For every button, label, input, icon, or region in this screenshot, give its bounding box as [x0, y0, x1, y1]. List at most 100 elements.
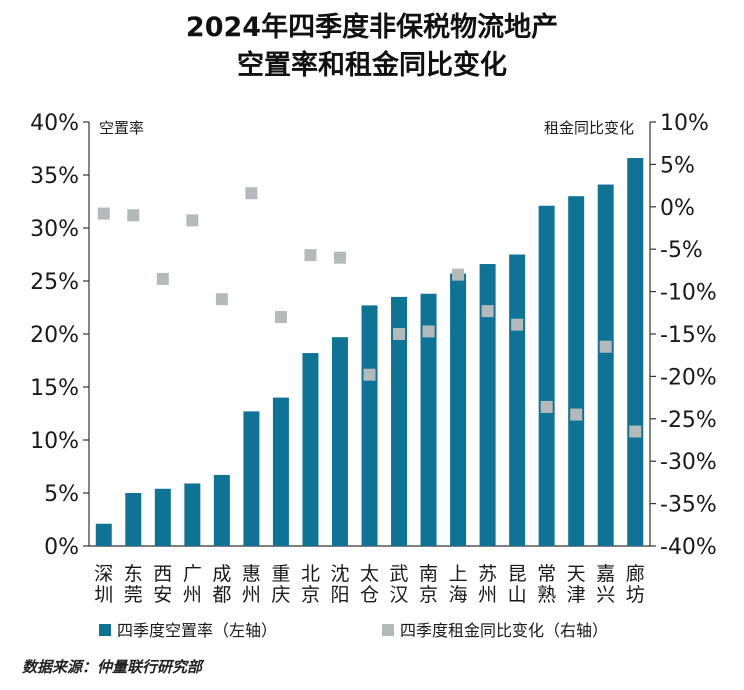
- category-label: 都: [212, 584, 231, 606]
- legend-marker-swatch: [382, 624, 394, 636]
- right-axis-label: 租金同比变化: [544, 119, 634, 137]
- rent-change-marker: [127, 209, 140, 222]
- vacancy-bar: [538, 205, 555, 547]
- rent-change-marker: [481, 305, 494, 318]
- vacancy-bar: [213, 474, 230, 546]
- vacancy-bar: [243, 411, 260, 546]
- category-label: 沈: [330, 563, 349, 585]
- right-tick-label: 0%: [660, 196, 695, 221]
- category-label: 重: [271, 563, 290, 585]
- rent-change-marker: [304, 249, 317, 262]
- right-tick-label: -15%: [660, 323, 717, 348]
- vacancy-bar: [331, 337, 348, 546]
- vacancy-bar: [95, 523, 112, 546]
- rent-change-marker: [511, 318, 524, 331]
- right-tick-label: 5%: [660, 153, 695, 178]
- right-tick-label: -30%: [660, 450, 717, 475]
- left-tick-label: 20%: [30, 323, 79, 348]
- right-tick-label: -5%: [660, 238, 703, 263]
- vacancy-bar: [302, 353, 319, 546]
- category-label: 海: [449, 584, 468, 606]
- category-label: 汉: [390, 584, 409, 606]
- rent-change-marker: [97, 207, 110, 220]
- left-axis-label: 空置率: [99, 119, 144, 137]
- category-label: 京: [419, 584, 438, 606]
- chart-title-line2: 空置率和租金同比变化: [237, 50, 507, 81]
- vacancy-bar: [361, 305, 378, 546]
- category-label: 安: [153, 584, 172, 606]
- vacancy-bar: [450, 273, 467, 546]
- rent-change-marker: [599, 340, 612, 353]
- rent-change-marker: [540, 400, 553, 413]
- vacancy-bar: [420, 293, 437, 546]
- left-tick-label: 10%: [30, 429, 79, 454]
- rent-change-marker: [629, 425, 642, 438]
- legend-bar-label: 四季度空置率（左轴）: [117, 621, 277, 640]
- category-label: 南: [419, 563, 438, 585]
- rent-change-marker: [274, 311, 287, 324]
- rent-change-marker: [452, 268, 465, 281]
- category-label: 廊: [626, 563, 645, 585]
- category-label: 兴: [596, 584, 615, 606]
- vacancy-bar: [184, 483, 201, 546]
- rent-change-marker: [393, 328, 406, 340]
- category-label: 州: [183, 584, 202, 606]
- category-label: 西: [153, 563, 172, 585]
- category-label: 阳: [330, 584, 349, 606]
- category-label: 庆: [271, 584, 290, 606]
- data-source-note: 数据来源：仲量联行研究部: [22, 658, 203, 676]
- category-label: 武: [390, 563, 409, 585]
- right-tick-label: -20%: [660, 365, 717, 390]
- vacancy-bar: [627, 158, 644, 547]
- vacancy-bar: [272, 397, 289, 546]
- category-label: 上: [449, 563, 468, 585]
- category-label: 圳: [94, 584, 113, 606]
- left-tick-label: 25%: [30, 270, 79, 295]
- rent-change-marker: [245, 187, 258, 200]
- legend-bar-swatch: [99, 624, 111, 636]
- right-tick-label: -40%: [660, 535, 717, 560]
- rent-change-marker: [570, 408, 583, 421]
- right-tick-label: 10%: [660, 111, 709, 136]
- category-label: 坊: [626, 584, 645, 606]
- left-tick-label: 5%: [44, 482, 79, 507]
- rent-change-marker: [422, 325, 435, 338]
- vacancy-bar: [568, 196, 585, 546]
- category-label: 东: [124, 563, 143, 585]
- rent-change-marker: [156, 272, 169, 285]
- right-tick-label: -35%: [660, 493, 717, 518]
- category-label: 津: [567, 584, 586, 606]
- category-label: 惠: [242, 563, 261, 585]
- category-label: 常: [537, 563, 556, 585]
- vacancy-bar: [125, 493, 142, 546]
- vacancy-bar: [479, 264, 496, 546]
- vacancy-bar: [597, 184, 614, 547]
- category-label: 北: [301, 563, 320, 585]
- rent-change-marker: [186, 214, 199, 227]
- category-label: 昆: [508, 563, 527, 585]
- category-label: 山: [508, 584, 527, 606]
- vacancy-bar: [509, 254, 526, 546]
- category-label: 州: [478, 584, 497, 606]
- left-tick-label: 40%: [30, 111, 79, 136]
- right-tick-label: -25%: [660, 408, 717, 433]
- right-tick-label: -10%: [660, 281, 717, 306]
- category-label: 京: [301, 584, 320, 606]
- category-label: 仓: [360, 584, 379, 606]
- category-label: 成: [212, 563, 231, 585]
- category-label: 深: [94, 563, 113, 585]
- category-label: 苏: [478, 563, 497, 585]
- category-label: 莞: [124, 584, 143, 606]
- category-label: 广: [183, 563, 202, 585]
- rent-change-marker: [363, 368, 376, 381]
- vacancy-bar: [154, 488, 171, 546]
- left-tick-label: 35%: [30, 164, 79, 189]
- rent-change-marker: [215, 293, 228, 306]
- category-label: 州: [242, 584, 261, 606]
- category-label: 太: [360, 563, 379, 585]
- left-tick-label: 15%: [30, 376, 79, 401]
- vacancy-bar: [391, 296, 408, 546]
- category-label: 嘉: [596, 563, 615, 585]
- category-label: 天: [567, 563, 586, 585]
